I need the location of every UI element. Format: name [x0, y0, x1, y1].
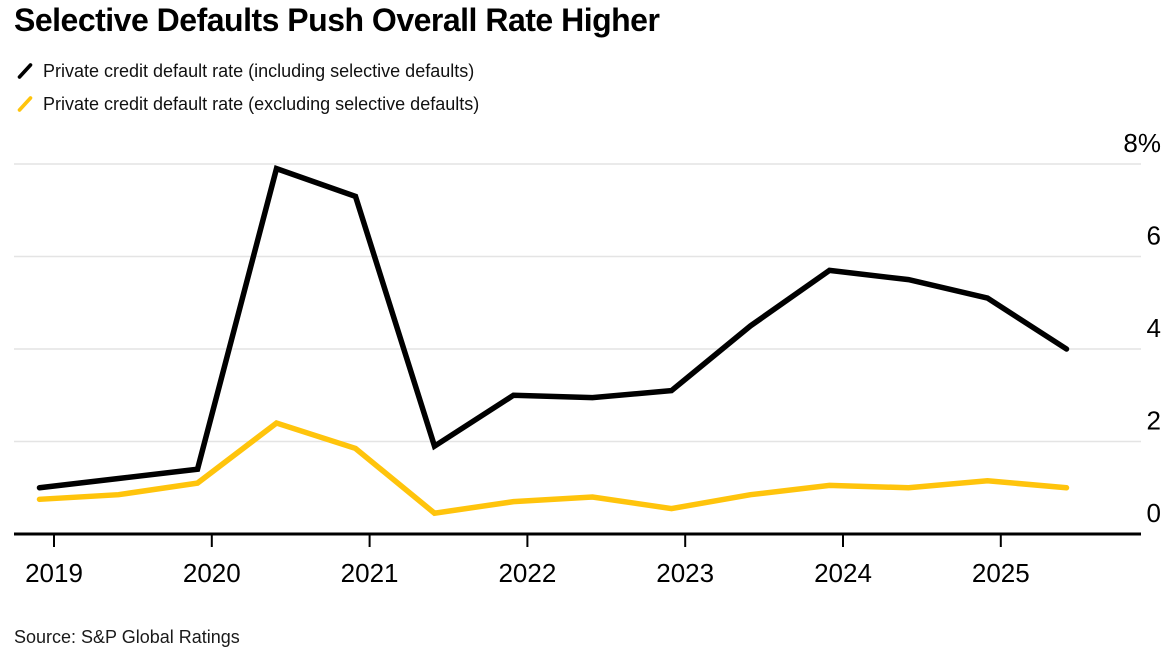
- slash-icon: [17, 63, 33, 79]
- gridlines-group: [14, 163, 1141, 443]
- y-axis-tick-label: 0: [1147, 498, 1161, 528]
- series-lines-group: [36, 165, 1070, 517]
- y-axis-tick-label: 4: [1147, 313, 1161, 343]
- source-note: Source: S&P Global Ratings: [14, 627, 240, 647]
- x-axis-tick-label: 2024: [814, 558, 872, 588]
- x-axis-tick-label: 2021: [341, 558, 399, 588]
- x-axis-tick-label: 2023: [656, 558, 714, 588]
- y-axis-tick-label: 2: [1147, 406, 1161, 436]
- legend-label: Private credit default rate (excluding s…: [43, 93, 480, 114]
- legend-row: Private credit default rate (excluding s…: [16, 91, 479, 117]
- legend-row: Private credit default rate (including s…: [16, 58, 479, 84]
- series-line-including: [36, 165, 1070, 491]
- x-axis-tick-label: 2020: [183, 558, 241, 588]
- y-axis-labels-group: 8% 6 4 2 0: [1123, 128, 1161, 528]
- x-axis-tick-label: 2025: [972, 558, 1030, 588]
- x-axis-tick-label: 2019: [25, 558, 83, 588]
- x-axis-tick-label: 2022: [498, 558, 556, 588]
- legend: Private credit default rate (including s…: [16, 58, 479, 124]
- series-line-excluding: [36, 419, 1070, 517]
- slash-icon: [17, 96, 33, 112]
- x-axis-group: 2019 2020 2021 2022 2023 2024 2025: [14, 532, 1141, 588]
- y-axis-tick-label: 8%: [1123, 128, 1161, 158]
- chart-title: Selective Defaults Push Overall Rate Hig…: [14, 2, 660, 38]
- legend-label: Private credit default rate (including s…: [43, 60, 475, 81]
- y-axis-tick-label: 6: [1147, 221, 1161, 251]
